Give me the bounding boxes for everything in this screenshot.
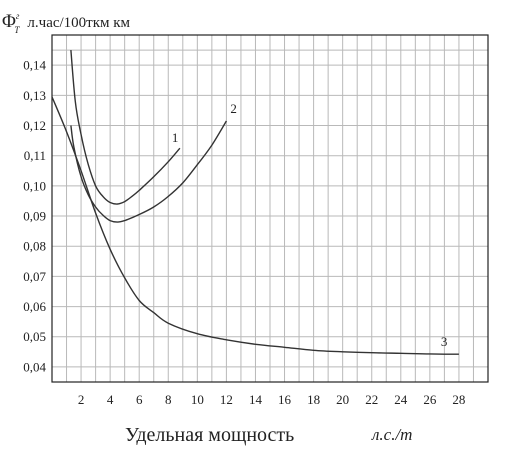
y-tick-label: 0,05 xyxy=(23,329,46,344)
y-axis-unit: л.час/100ткм км xyxy=(27,15,130,31)
y-tick-label: 0,08 xyxy=(23,239,46,254)
y-axis-ticks: 0,04 0,05 0,06 0,07 0,08 0,09 0,10 0,11 0,12 0,13… xyxy=(23,58,46,375)
y-axis-symbol: Φ xyxy=(2,11,16,32)
series-line-3 xyxy=(51,96,459,355)
y-tick-label: 0,04 xyxy=(23,359,46,374)
series-line-2 xyxy=(70,120,228,223)
x-tick-label: 10 xyxy=(191,392,204,407)
y-tick-label: 0,06 xyxy=(23,299,46,314)
series-line-1 xyxy=(70,50,181,205)
y-tick-label: 0,07 xyxy=(23,269,46,284)
series-labels: 1 2 3 xyxy=(172,101,448,349)
x-axis-ticks: 2 4 6 8 10 12 14 16 18 20 22 24 26 28 xyxy=(78,392,466,407)
y-axis-subscript: Т xyxy=(14,25,20,35)
y-tick-label: 0,12 xyxy=(23,118,46,133)
x-tick-label: 24 xyxy=(394,392,408,407)
y-tick-label: 0,11 xyxy=(24,148,46,163)
x-tick-label: 18 xyxy=(307,392,320,407)
x-tick-label: 12 xyxy=(220,392,233,407)
x-axis-unit: л.с./т xyxy=(371,425,412,444)
y-tick-label: 0,10 xyxy=(23,178,46,193)
x-tick-label: 22 xyxy=(365,392,378,407)
x-tick-label: 2 xyxy=(78,392,85,407)
series-label-3: 3 xyxy=(441,334,448,349)
x-tick-label: 6 xyxy=(136,392,143,407)
x-axis-title: Удельная мощность xyxy=(125,424,294,446)
x-tick-label: 4 xyxy=(107,392,114,407)
series-label-1: 1 xyxy=(172,130,179,145)
series xyxy=(51,50,459,355)
y-tick-label: 0,09 xyxy=(23,209,46,224)
x-tick-label: 20 xyxy=(336,392,349,407)
x-tick-label: 8 xyxy=(165,392,172,407)
y-tick-label: 0,13 xyxy=(23,88,46,103)
x-tick-label: 28 xyxy=(452,392,465,407)
grid xyxy=(52,35,488,382)
series-label-2: 2 xyxy=(230,101,237,116)
y-tick-label: 0,14 xyxy=(23,58,46,73)
plot-frame xyxy=(51,34,489,383)
y-axis-superscript: г xyxy=(16,11,20,21)
x-tick-label: 26 xyxy=(423,392,437,407)
x-tick-label: 14 xyxy=(249,392,263,407)
x-tick-label: 16 xyxy=(278,392,292,407)
